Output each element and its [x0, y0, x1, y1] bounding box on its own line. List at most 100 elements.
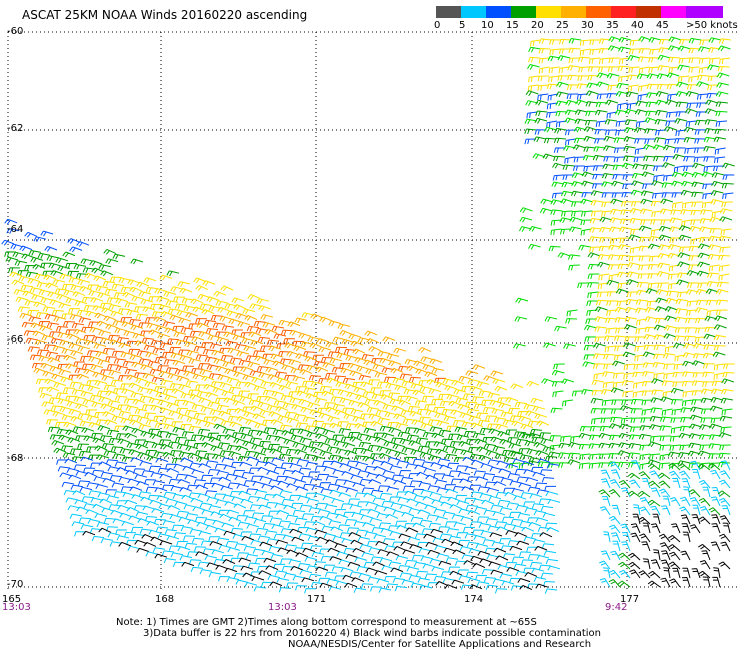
wind-barb: [560, 228, 572, 235]
wind-barb: [221, 457, 235, 463]
wind-barb: [718, 254, 731, 261]
wind-barb: [619, 405, 633, 411]
wind-barb: [121, 321, 135, 328]
wind-barb: [97, 425, 111, 431]
wind-barb: [653, 372, 665, 380]
wind-barb: [105, 356, 118, 362]
wind-barb: [581, 180, 594, 187]
wind-barb: [658, 533, 671, 543]
wind-barb: [481, 399, 494, 406]
wind-barb: [718, 561, 731, 570]
wind-barb: [498, 402, 512, 409]
wind-barb: [172, 493, 186, 499]
wind-barb: [655, 109, 668, 116]
wind-barb: [238, 390, 251, 396]
wind-barb: [23, 330, 37, 336]
wind-barb: [177, 281, 191, 287]
wind-barb: [375, 473, 389, 479]
wind-barb: [101, 507, 115, 513]
lat-lon-grid: [7, 31, 740, 590]
wind-barb: [277, 547, 291, 553]
wind-barb: [536, 555, 550, 561]
wind-barb: [251, 512, 265, 518]
wind-barb: [486, 487, 500, 493]
wind-barb: [251, 443, 265, 450]
wind-barb: [204, 421, 218, 428]
wind-barb: [222, 494, 236, 500]
wind-barb: [678, 246, 691, 253]
wind-barb: [114, 395, 128, 402]
wind-barb: [191, 537, 205, 544]
wind-barb: [310, 381, 324, 388]
wind-barb: [503, 456, 517, 463]
wind-barb: [685, 289, 699, 296]
wind-barb: [459, 546, 473, 552]
wind-barb: [62, 452, 76, 459]
wind-barb: [129, 286, 143, 293]
wind-barb: [82, 399, 96, 405]
wind-barb: [384, 376, 397, 383]
wind-barb: [643, 334, 657, 340]
wind-barb: [425, 409, 439, 416]
legend-label-4: 20: [531, 20, 544, 31]
wind-barb: [166, 535, 180, 541]
wind-barb: [686, 300, 699, 307]
wind-barb: [307, 402, 321, 409]
wind-barb: [153, 415, 166, 422]
wind-barb: [197, 561, 211, 567]
wind-barb: [637, 273, 650, 279]
wind-barb: [482, 473, 496, 479]
wind-barb: [196, 521, 210, 527]
wind-barb: [523, 469, 537, 475]
wind-barb: [489, 532, 503, 538]
wind-barb: [569, 226, 582, 233]
wind-barb: [122, 291, 136, 298]
wind-barb: [697, 463, 711, 471]
wind-barb: [708, 235, 722, 242]
wind-barb: [285, 448, 299, 455]
wind-barb: [658, 462, 671, 469]
wind-barb: [633, 363, 645, 370]
wind-barb: [184, 409, 198, 416]
pass-time-2: 13:03: [268, 602, 297, 613]
wind-barb: [124, 531, 137, 538]
wind-barb: [492, 511, 506, 517]
wind-barb: [489, 400, 503, 406]
wind-barb: [268, 479, 282, 485]
wind-barb: [653, 174, 665, 182]
wind-barb: [417, 509, 431, 515]
wind-barb: [368, 547, 382, 553]
wind-barb: [618, 423, 632, 430]
wind-barb: [335, 580, 349, 586]
wind-barb: [78, 317, 92, 323]
wind-barb: [273, 400, 287, 407]
wind-barb: [90, 497, 104, 503]
wind-barb: [216, 537, 230, 543]
wind-barb: [272, 493, 286, 499]
wind-barb: [710, 190, 724, 196]
wind-barb: [352, 348, 366, 355]
wind-barb: [332, 535, 346, 541]
wind-barb: [300, 406, 314, 413]
wind-barb: [499, 573, 513, 579]
wind-barb: [107, 334, 121, 341]
wind-barb: [636, 281, 649, 288]
wind-barb: [337, 389, 351, 396]
wind-barb: [107, 466, 121, 472]
wind-barb: [411, 554, 425, 561]
wind-barb: [633, 504, 641, 516]
wind-barb: [681, 380, 694, 387]
wind-barb: [74, 499, 88, 505]
wind-barb: [449, 441, 463, 447]
wind-barb: [579, 48, 591, 56]
wind-barb: [286, 582, 299, 588]
wind-barb: [524, 440, 538, 447]
wind-barb: [440, 501, 454, 507]
wind-barb: [547, 55, 561, 62]
wind-barb: [149, 433, 163, 440]
wind-barb: [126, 309, 140, 316]
wind-barb: [521, 461, 535, 466]
wind-barb: [33, 236, 47, 243]
wind-barb: [195, 551, 209, 557]
wind-barb: [283, 504, 297, 510]
